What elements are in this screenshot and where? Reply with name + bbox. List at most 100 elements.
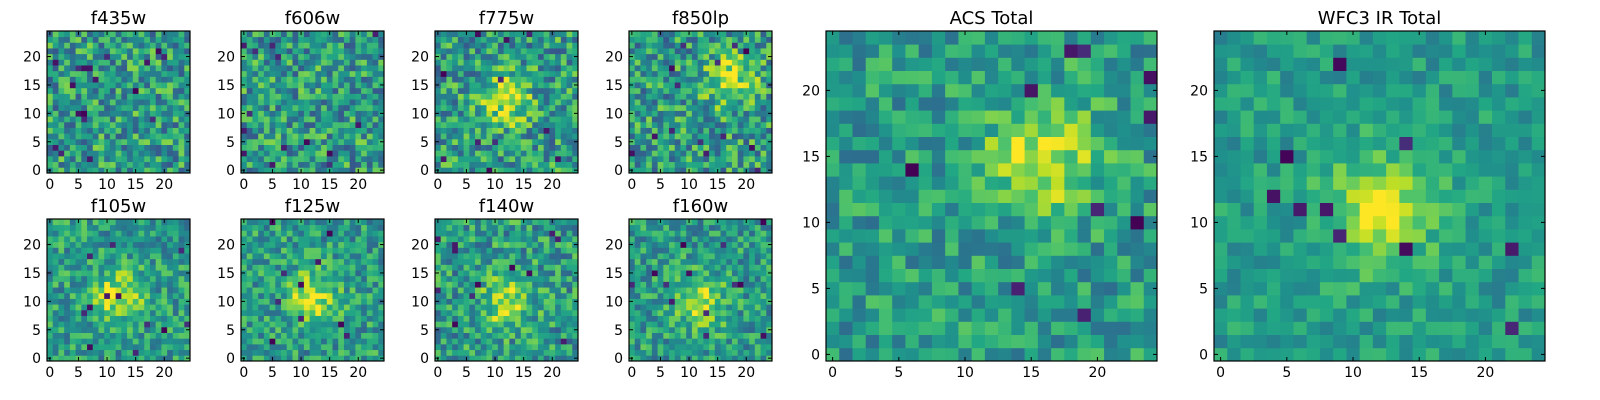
heatmap-cell	[167, 31, 174, 38]
heatmap-cell	[509, 82, 516, 89]
heatmap-cell	[760, 304, 767, 311]
heatmap-cell	[132, 304, 139, 311]
heatmap-cell	[497, 82, 505, 89]
heatmap-cell	[315, 270, 322, 277]
heatmap-cell	[463, 349, 470, 356]
heatmap-cell	[663, 338, 670, 345]
heatmap-cell	[298, 110, 305, 117]
heatmap-cell	[640, 144, 647, 151]
heatmap-cell	[161, 332, 168, 339]
heatmap-cell	[475, 116, 482, 123]
heatmap-cell	[440, 349, 447, 356]
heatmap-cell	[657, 65, 664, 72]
heatmap-cell	[475, 326, 482, 333]
heatmap-cell	[349, 219, 356, 226]
heatmap-cell	[440, 161, 447, 168]
heatmap-cell	[127, 167, 134, 174]
heatmap-cell	[75, 144, 82, 151]
heatmap-cell	[572, 338, 579, 345]
heatmap-cell	[709, 65, 716, 72]
heatmap-cell	[731, 65, 739, 72]
heatmap-cell	[355, 281, 362, 288]
heatmap-cell	[332, 349, 339, 356]
heatmap-cell	[709, 82, 716, 89]
heatmap-cell	[69, 133, 76, 140]
heatmap-cell	[697, 155, 704, 163]
heatmap-cell	[766, 343, 773, 351]
heatmap-cell	[355, 48, 362, 55]
heatmap-cell	[372, 36, 379, 43]
heatmap-cell	[258, 349, 265, 356]
heatmap-cell	[697, 343, 704, 351]
heatmap-cell	[343, 349, 351, 356]
heatmap-cell	[332, 150, 339, 157]
heatmap-cell	[515, 343, 522, 351]
heatmap-cell	[338, 42, 345, 49]
heatmap-cell	[355, 82, 362, 89]
heatmap-cell	[646, 31, 653, 38]
heatmap-cell	[98, 127, 105, 134]
heatmap-cell	[378, 338, 385, 345]
heatmap-cell	[326, 36, 333, 43]
heatmap-cell	[760, 127, 767, 134]
heatmap-cell	[184, 236, 191, 243]
heatmap-cell	[440, 258, 447, 265]
heatmap-cell	[321, 133, 328, 140]
heatmap-cell	[737, 93, 744, 100]
heatmap-cell	[452, 270, 459, 277]
heatmap-cell	[572, 150, 579, 157]
heatmap-cell	[178, 219, 185, 226]
heatmap-cell	[87, 99, 94, 106]
heatmap-cell	[520, 281, 527, 288]
heatmap-cell	[69, 31, 76, 38]
heatmap-cell	[98, 236, 105, 243]
heatmap-cell	[75, 230, 82, 237]
heatmap-cell	[549, 138, 556, 145]
heatmap-cell	[269, 65, 276, 72]
heatmap-cell	[303, 121, 311, 128]
heatmap-cell	[252, 224, 259, 231]
heatmap-cell	[457, 65, 464, 72]
heatmap-cell	[361, 138, 368, 145]
heatmap-cell	[480, 326, 487, 333]
heatmap-cell	[680, 76, 687, 83]
heatmap-cell	[332, 270, 339, 277]
heatmap-cell	[338, 241, 345, 248]
heatmap-cell	[326, 230, 333, 237]
heatmap-cell	[463, 104, 470, 111]
heatmap-cell	[709, 87, 716, 94]
heatmap-cell	[298, 121, 305, 128]
heatmap-cell	[252, 355, 259, 362]
heatmap-cell	[155, 309, 162, 316]
heatmap-cell	[52, 315, 59, 322]
heatmap-cell	[754, 150, 761, 157]
heatmap-cell	[144, 241, 151, 248]
heatmap-cell	[378, 155, 385, 163]
heatmap-cell	[737, 332, 744, 339]
heatmap-cell	[315, 133, 322, 140]
heatmap-cell	[58, 326, 65, 333]
heatmap-cell	[435, 343, 442, 351]
heatmap-cell	[697, 338, 704, 345]
heatmap-cell	[109, 31, 117, 38]
heatmap-cell	[172, 304, 179, 311]
heatmap-cell	[714, 321, 721, 328]
heatmap-cell	[167, 138, 174, 145]
heatmap-cell	[497, 121, 505, 128]
heatmap-cell	[315, 110, 322, 117]
heatmap-cell	[452, 247, 459, 254]
heatmap-cell	[480, 104, 487, 111]
heatmap-cell	[651, 138, 658, 145]
heatmap-cell	[263, 298, 270, 305]
heatmap-cell	[69, 167, 76, 174]
heatmap-cell	[555, 258, 562, 265]
heatmap-cell	[709, 355, 716, 362]
heatmap-cell	[132, 281, 139, 288]
heatmap-cell	[366, 247, 373, 254]
heatmap-cell	[69, 236, 76, 243]
heatmap-cell	[161, 127, 168, 134]
heatmap-cell	[252, 287, 259, 294]
heatmap-cell	[338, 104, 345, 111]
heatmap-cell	[172, 315, 179, 322]
